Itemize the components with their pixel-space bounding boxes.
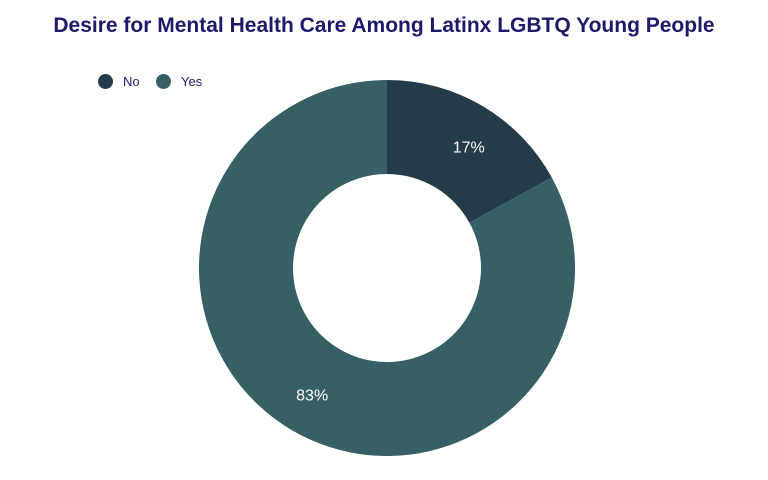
legend-label-yes: Yes (181, 74, 203, 89)
legend-item-yes[interactable]: Yes (156, 74, 202, 89)
legend-swatch-yes (156, 74, 171, 89)
legend-label-no: No (123, 74, 140, 89)
slice-no (387, 80, 552, 223)
data-label-yes: 83% (296, 388, 328, 405)
legend-item-no[interactable]: No (98, 74, 140, 89)
chart-title: Desire for Mental Health Care Among Lati… (53, 14, 715, 37)
slice-yes (199, 80, 576, 456)
data-label-no: 17% (453, 140, 485, 157)
legend-swatch-no (98, 74, 113, 89)
